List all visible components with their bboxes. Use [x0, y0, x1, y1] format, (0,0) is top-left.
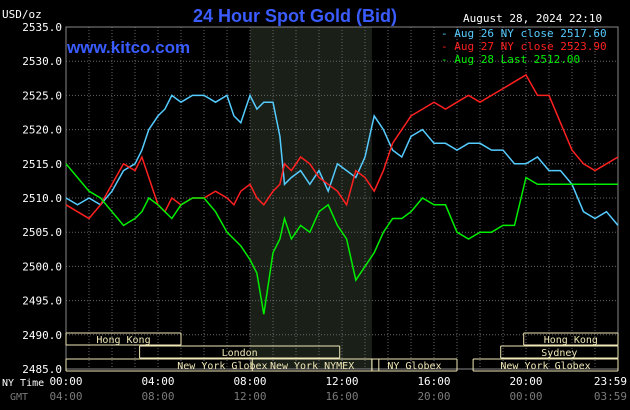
series-line-aug26: [65, 93, 619, 226]
y-tick-label: 2510.0: [22, 192, 62, 205]
market-label: London: [222, 348, 258, 359]
x-tick-label-gmt: 16:00: [325, 390, 358, 403]
x-tick-label-ny: 20:00: [509, 375, 542, 388]
x-tick-label-ny: 00:00: [49, 375, 82, 388]
x-tick-label-ny: 12:00: [325, 375, 358, 388]
x-tick-label-ny: 16:00: [417, 375, 450, 388]
y-tick-label: 2515.0: [22, 158, 62, 171]
x-tick-label-ny: 08:00: [233, 375, 266, 388]
market-label: Hong Kong: [544, 335, 598, 346]
x-tick-label-gmt: 08:00: [141, 390, 174, 403]
brand-watermark: www.kitco.com: [66, 38, 190, 57]
x-tick-label-gmt: 00:00: [509, 390, 542, 403]
y-axis-unit-label: USD/oz: [2, 8, 42, 21]
market-label: Hong Kong: [96, 335, 150, 346]
y-tick-label: 2505.0: [22, 226, 62, 239]
legend-entry-aug26: - Aug 26 NY close 2517.60: [441, 27, 607, 40]
x-tick-label-gmt: 03:59: [594, 390, 627, 403]
x-tick-label-ny: 04:00: [141, 375, 174, 388]
x-tick-label-gmt: 12:00: [233, 390, 266, 403]
tick-layer: 2535.0 2530.0 2525.0 2520.0 2515.0 2510.0 2505…: [22, 21, 627, 403]
series-layer: [65, 73, 619, 315]
market-label: New York Globex: [500, 361, 590, 372]
market-label: New York NYMEX: [270, 361, 354, 372]
y-tick-label: 2490.0: [22, 329, 62, 342]
legend-entry-aug28: - Aug 28 Last 2512.00: [441, 53, 580, 66]
series-line-aug28: [65, 163, 618, 315]
legend: - Aug 26 NY close 2517.60- Aug 27 NY clo…: [441, 27, 607, 66]
chart-title: 24 Hour Spot Gold (Bid): [193, 6, 397, 26]
chart-timestamp: August 28, 2024 22:10: [463, 12, 602, 25]
x-tick-label-gmt: 04:00: [49, 390, 82, 403]
y-tick-label: 2485.0: [22, 363, 62, 376]
market-label: New York Globex: [177, 361, 267, 372]
y-tick-label: 2495.0: [22, 295, 62, 308]
legend-entry-aug27: - Aug 27 NY close 2523.90: [441, 40, 607, 53]
x-axis-label-gmt: GMT: [10, 392, 28, 403]
y-tick-label: 2535.0: [22, 21, 62, 34]
y-tick-label: 2530.0: [22, 55, 62, 68]
market-bars: Hong Kong Hong Kong London Sydney New York G…: [65, 332, 619, 372]
market-label: NY Globex: [387, 361, 441, 372]
x-tick-label-gmt: 20:00: [417, 390, 450, 403]
market-label: Sydney: [541, 348, 577, 359]
x-axis-label-ny: NY Time: [2, 378, 44, 389]
y-tick-label: 2525.0: [22, 89, 62, 102]
y-tick-label: 2500.0: [22, 260, 62, 273]
x-tick-label-ny: 23:59: [594, 375, 627, 388]
y-tick-label: 2520.0: [22, 124, 62, 137]
